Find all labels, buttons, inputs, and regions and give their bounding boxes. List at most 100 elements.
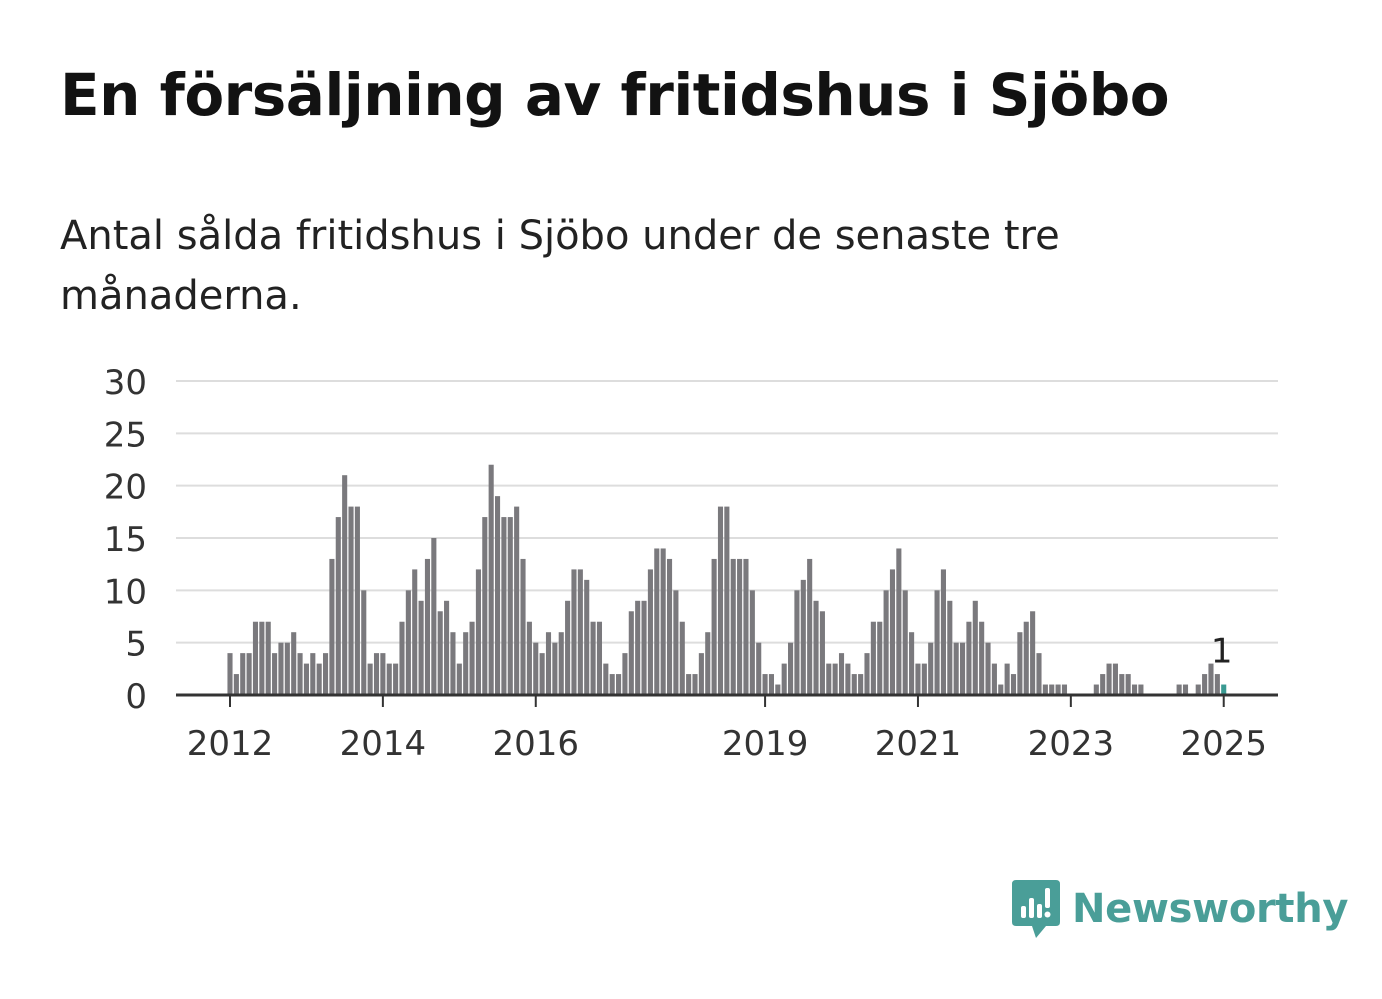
bar [316,663,322,695]
bar [647,569,653,695]
bar [1131,684,1138,695]
bar [278,642,284,695]
bar [424,558,431,695]
bar [1138,684,1144,695]
x-tick-label: 2021 [875,724,962,764]
bar [679,621,685,695]
bar [934,590,940,695]
bar [596,621,603,695]
bar [1195,684,1201,695]
bar [463,632,469,695]
bar [1106,663,1112,695]
bar [456,663,462,695]
bar [673,590,679,695]
x-tick-label: 2023 [1028,724,1115,764]
bar [1112,663,1118,695]
bar [870,621,876,695]
bar [838,653,845,695]
bar [482,517,488,695]
bar [1036,653,1042,695]
bar [348,506,354,695]
bar [367,663,373,695]
bar [272,653,278,695]
bar [1055,684,1061,695]
bar [380,653,386,695]
bar [972,600,978,695]
bar [979,621,985,695]
y-tick-label: 20 [104,468,147,508]
newsworthy-logo[interactable]: Newsworthy [1010,878,1349,940]
bar [437,611,443,695]
newsworthy-logo-text: Newsworthy [1072,886,1349,932]
data-label: 1 [1211,632,1233,672]
bar [1221,684,1227,695]
bar [756,642,762,695]
y-tick-label: 25 [104,415,147,455]
bar [724,506,730,695]
bar [291,632,297,695]
bar [1214,674,1220,695]
bar [711,558,717,695]
bar [902,590,908,695]
bar [749,590,755,695]
bar [1049,684,1055,695]
bar [998,684,1004,695]
bar [265,621,271,695]
y-tick-label: 15 [104,520,147,560]
bar [1030,611,1036,695]
bar [431,538,437,695]
bar [323,653,329,695]
bar [584,579,590,695]
bar [297,653,303,695]
bar [1010,674,1017,695]
x-tick-label: 2025 [1180,724,1267,764]
bar [686,674,692,695]
bar [590,621,596,695]
bar [227,653,233,695]
bar [1093,684,1099,695]
bar [507,517,513,695]
bar [832,663,838,695]
bar [775,684,781,695]
bar [800,579,806,695]
chart-subtitle: Antal sålda fritidshus i Sjöbo under de … [60,213,1060,319]
bar [660,548,666,695]
bar [966,621,972,695]
bar [494,496,501,695]
bar [1176,684,1182,695]
y-tick-label: 10 [104,572,147,612]
bar [1017,632,1023,695]
y-tick-label: 0 [125,677,147,717]
bar [889,569,896,695]
bar [284,642,290,695]
bar [469,621,475,695]
bar [501,517,507,695]
bar [877,621,883,695]
bar [813,600,819,695]
newsworthy-logo-icon [1012,880,1060,938]
bar [762,674,768,695]
bar [558,632,564,695]
bar [259,621,265,695]
bar [737,558,743,695]
bar [475,569,481,695]
bar [386,663,392,695]
bar [641,600,647,695]
bar [444,600,450,695]
bar [1125,674,1131,695]
bar [412,569,418,695]
bar [303,663,309,695]
bar [921,663,927,695]
bar [985,642,991,695]
bar [845,663,851,695]
bar [692,674,698,695]
bar [1061,684,1068,695]
bar [896,548,902,695]
bar [539,653,545,695]
bar [635,600,641,695]
bar [246,653,252,695]
bar [354,506,360,695]
bar [1182,684,1189,695]
bar [450,632,456,695]
